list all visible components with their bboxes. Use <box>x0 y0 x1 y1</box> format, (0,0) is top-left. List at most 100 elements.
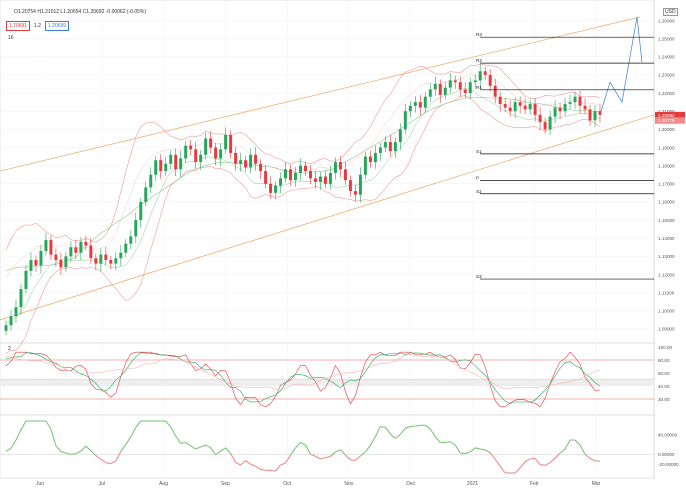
candle <box>134 220 137 236</box>
stochastic-tick-label: 60.00 <box>658 371 670 376</box>
y-tick-label: 1.19000 <box>658 145 675 150</box>
candle <box>10 316 13 325</box>
candle <box>94 258 97 263</box>
candle <box>284 169 287 178</box>
x-tick-label: Feb <box>530 481 539 487</box>
legend-value-2[interactable]: 1.20699 <box>45 21 69 31</box>
candle <box>24 271 27 289</box>
candle <box>294 173 297 180</box>
candle <box>259 164 262 171</box>
level-label: R3 <box>476 32 482 37</box>
y-tick-label: 1.24000 <box>658 55 675 60</box>
candle <box>109 260 112 264</box>
stochastic-tick-label: 100.00 <box>658 345 672 350</box>
candle <box>289 169 292 180</box>
level-label: R2 <box>476 58 482 63</box>
pane-label-osc: 2 <box>8 346 11 352</box>
candle <box>334 162 337 173</box>
candle <box>194 149 197 162</box>
candle <box>274 186 277 193</box>
x-tick-label: Jul <box>99 481 105 487</box>
candle <box>54 255 57 260</box>
y-tick-label: 1.17000 <box>658 182 675 187</box>
candle <box>299 166 302 173</box>
candle <box>539 115 542 122</box>
momentum-pane <box>0 415 654 478</box>
candle <box>199 155 202 162</box>
x-tick-label: Sep <box>221 481 230 487</box>
candle <box>239 160 242 164</box>
candle <box>19 289 22 307</box>
candle <box>139 202 142 220</box>
candle <box>264 171 267 184</box>
y-tick-label: 1.16000 <box>658 200 675 205</box>
candle <box>229 135 232 153</box>
candle <box>479 71 482 80</box>
candle <box>129 236 132 243</box>
candle <box>414 102 417 106</box>
y-tick-label: 1.13000 <box>658 254 675 259</box>
candle <box>354 191 357 195</box>
level-label: S3 <box>476 274 482 279</box>
price-label: 1.20692 <box>658 113 675 118</box>
candle <box>304 166 307 171</box>
momentum-tick-label: 40.00000 <box>658 433 678 438</box>
stochastic-tick-label: 20.00 <box>658 397 670 402</box>
x-tick-label: Dec <box>406 481 415 487</box>
candle <box>419 102 422 107</box>
stochastic-tick-label: 80.00 <box>658 358 670 363</box>
level-label: S1 <box>476 149 482 154</box>
candle <box>384 142 387 147</box>
legend-value-1[interactable]: 1.20691 <box>6 21 30 31</box>
candle <box>469 82 472 93</box>
x-tick-label: Nov <box>344 481 353 487</box>
candle <box>329 173 332 184</box>
candle <box>519 102 522 106</box>
candle <box>449 80 452 87</box>
momentum-tick-label: 0.00000 <box>658 452 675 457</box>
candle <box>29 260 32 271</box>
y-tick-label: 1.20000 <box>658 127 675 132</box>
candle <box>349 180 352 191</box>
y-tick-label: 1.14000 <box>658 236 675 241</box>
candle <box>454 80 457 82</box>
y-tick-label: 1.26000 <box>658 18 675 23</box>
candle <box>489 75 492 86</box>
candle <box>99 255 102 264</box>
momentum-tick-label: -20.00000 <box>658 462 679 467</box>
candle <box>399 129 402 142</box>
candle <box>204 138 207 154</box>
candle <box>474 80 477 82</box>
x-tick-label: Mar <box>592 481 601 487</box>
candle <box>524 106 527 110</box>
candle <box>369 157 372 162</box>
candle <box>84 242 87 246</box>
candle <box>424 97 427 108</box>
candle <box>579 97 582 106</box>
y-tick-label: 1.25000 <box>658 36 675 41</box>
y-tick-label: 1.09000 <box>658 327 675 332</box>
candle <box>184 146 187 159</box>
legend-mid: 1.2 <box>34 23 41 29</box>
candle <box>269 184 272 193</box>
candle <box>359 175 362 195</box>
candle <box>214 148 217 159</box>
candle <box>159 160 162 171</box>
candle <box>179 158 182 169</box>
currency-badge[interactable]: USD <box>663 8 678 16</box>
candle <box>279 178 282 185</box>
ohlc-readout: O1.20754 H1.21012 L1.20654 C1.20692 -0.0… <box>14 9 146 15</box>
level-label: S2 <box>476 189 482 194</box>
candle <box>149 175 152 188</box>
candle <box>559 108 562 112</box>
candle <box>174 155 177 170</box>
candle <box>309 171 312 178</box>
candle <box>79 242 82 253</box>
candle <box>464 89 467 93</box>
candle <box>219 149 222 158</box>
candle <box>249 155 252 168</box>
x-tick-label: 2021 <box>467 481 478 487</box>
candle <box>114 258 117 263</box>
candle <box>104 255 107 260</box>
candle <box>504 104 507 108</box>
